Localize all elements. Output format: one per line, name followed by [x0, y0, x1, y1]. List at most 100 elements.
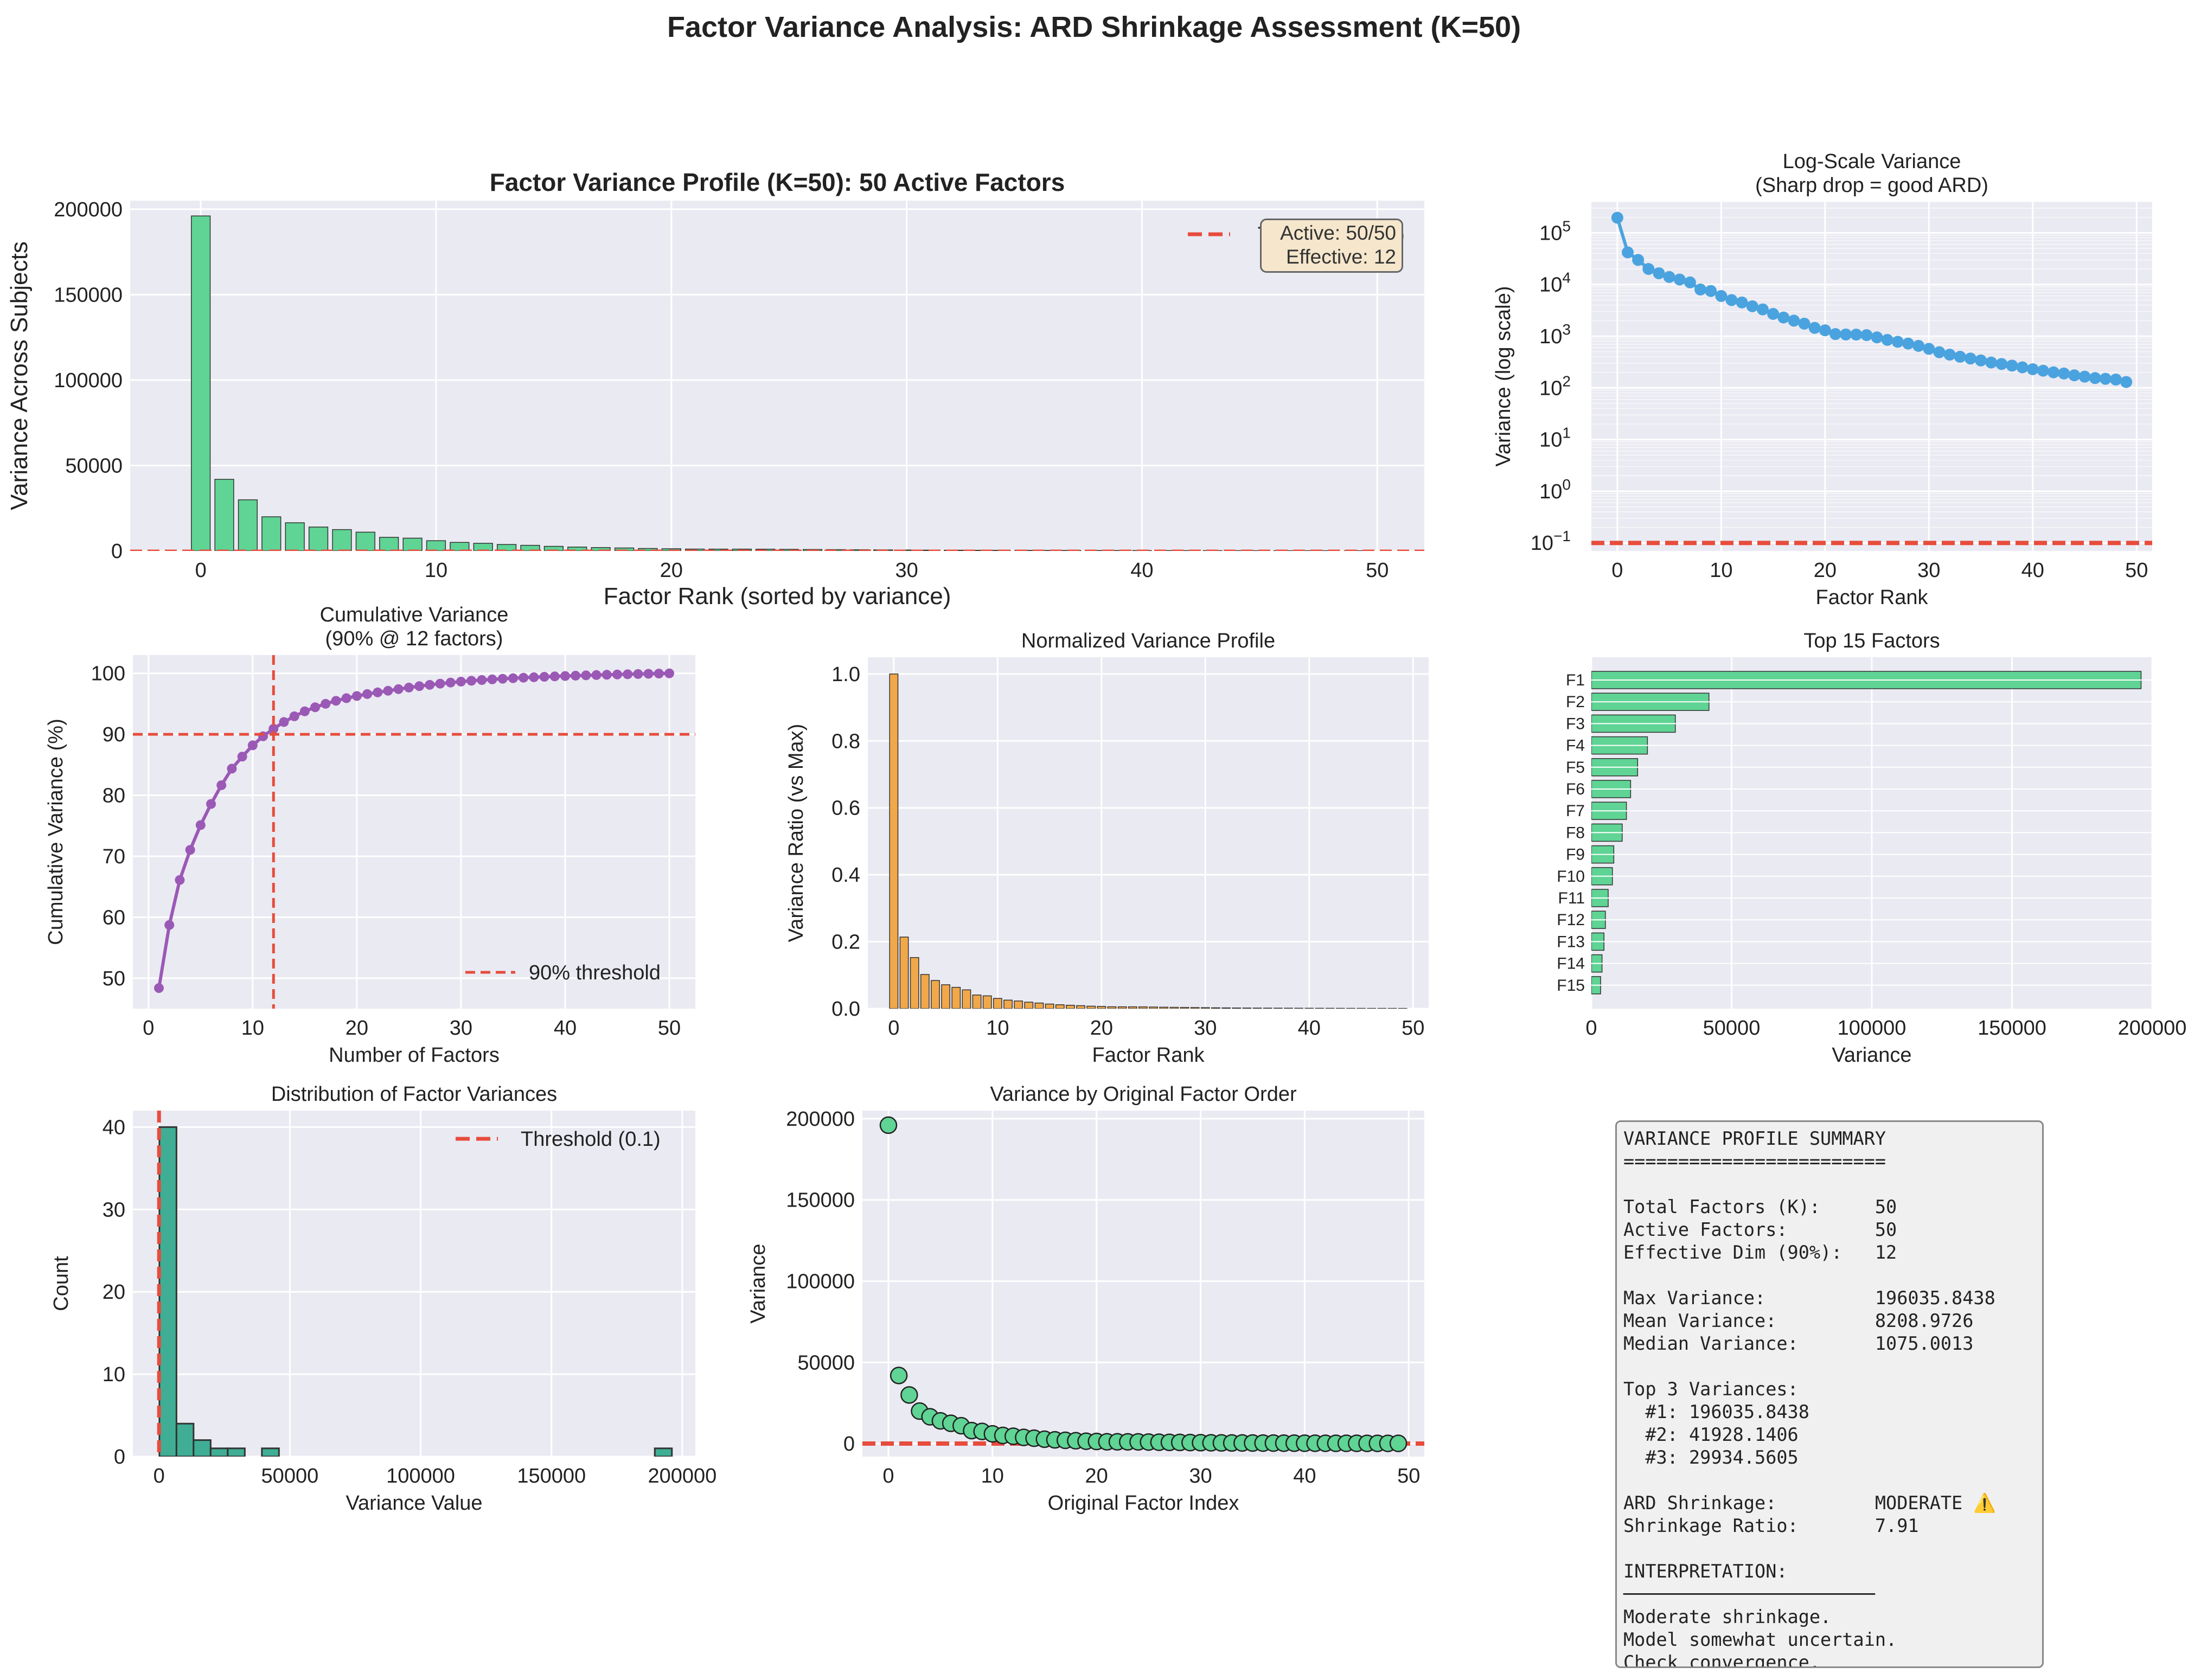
normalized-bar [1065, 1004, 1075, 1009]
cumulative-point [154, 983, 164, 993]
log-variance-point [1653, 267, 1665, 279]
cumulative-point [321, 698, 331, 709]
x-axis-label: Variance Value [346, 1492, 482, 1515]
normalized-bar [1149, 1006, 1158, 1009]
log-variance-point [1725, 294, 1738, 306]
normalized-bar [982, 995, 992, 1009]
cumulative-point [508, 673, 518, 683]
x-tick-label: 20 [1090, 1017, 1113, 1040]
log-variance-point [2006, 360, 2018, 372]
y-tick-label: 150000 [54, 284, 123, 306]
normalized-bar [1128, 1006, 1137, 1009]
cumulative-point [435, 678, 445, 689]
log-variance-point [1943, 348, 1956, 361]
normalized-bar [1169, 1006, 1179, 1009]
x-tick-label: 30 [1189, 1465, 1212, 1487]
variance-profile-chart-plot-area [130, 215, 1424, 551]
factor-label: F13 [1557, 933, 1585, 951]
x-tick-label: 50 [1402, 1017, 1424, 1040]
normalized-bar [1107, 1006, 1117, 1009]
cumulative-point [519, 672, 529, 683]
cumulative-point [539, 672, 549, 682]
log-variance-point [1840, 328, 1852, 341]
cumulative-point [341, 693, 351, 703]
log-variance-point [1611, 211, 1623, 224]
histogram-bar [227, 1447, 246, 1457]
panel-title: (Sharp drop = good ARD) [1755, 174, 1988, 197]
y-tick-label: 200000 [54, 198, 123, 221]
y-tick-label: 50000 [797, 1351, 855, 1374]
variance-bar [379, 537, 399, 551]
normalized-bar [1252, 1008, 1262, 1009]
factor-label: F10 [1557, 868, 1585, 886]
y-tick-label: 150000 [786, 1189, 855, 1212]
x-tick-label: 200000 [648, 1465, 716, 1487]
log-variance-point [1642, 263, 1655, 275]
histogram-bar [209, 1447, 229, 1457]
normalized-bar [889, 674, 899, 1009]
cumulative-point [456, 676, 466, 687]
panel-title: Log-Scale Variance [1783, 150, 1961, 173]
x-tick-label: 20 [660, 559, 683, 582]
x-tick-label: 10 [241, 1017, 264, 1040]
normalized-bar [1180, 1006, 1189, 1009]
cumulative-point [247, 740, 258, 751]
log-variance-point [1819, 324, 1831, 337]
histogram-bar [175, 1422, 195, 1457]
log-variance-point [1881, 334, 1893, 346]
normalized-bar [910, 957, 919, 1009]
variance-histogram-chart: 0 50000 100000 150000 200000 0 10 20 30 40 Distrib… [50, 1083, 716, 1515]
cumulative-point [279, 717, 289, 727]
normalized-bar [1294, 1008, 1304, 1009]
panel-title: Variance by Original Factor Order [990, 1083, 1297, 1106]
log-variance-point [1622, 246, 1634, 259]
cumulative-point [331, 696, 341, 706]
cumulative-point [373, 687, 383, 697]
y-tick-label: 100000 [786, 1271, 855, 1293]
log-variance-point [1985, 356, 1998, 369]
x-tick-label: 20 [1085, 1465, 1108, 1487]
y-axis-label: Variance Across Subjects [6, 241, 33, 510]
cumulative-point [206, 799, 216, 809]
variance-bar [191, 215, 211, 551]
x-axis-label: Number of Factors [329, 1044, 500, 1067]
cumulative-point [237, 752, 247, 762]
log-variance-point [2089, 372, 2101, 384]
normalized-bar [1273, 1008, 1283, 1009]
log-variance-point [1933, 346, 1946, 358]
y-axis-label: Count [50, 1256, 73, 1311]
x-tick-label: 0 [882, 1465, 894, 1487]
factor-label: F4 [1566, 737, 1585, 755]
variance-profile-chart-background [130, 201, 1424, 551]
x-tick-label: 40 [1130, 559, 1153, 582]
cumulative-point [195, 820, 206, 830]
log-variance-point [1923, 343, 1935, 355]
variance-bar [238, 499, 258, 551]
cumulative-point [633, 669, 643, 679]
log-variance-point [2099, 373, 2112, 385]
original-order-chart-background [862, 1111, 1424, 1457]
normalized-bar [1014, 1001, 1023, 1009]
normalized-variance-chart-background [868, 657, 1429, 1009]
x-tick-label: 40 [1298, 1017, 1321, 1040]
log-variance-point [1684, 276, 1696, 288]
y-tick-label: 40 [103, 1116, 125, 1139]
log-variance-point [1788, 315, 1800, 327]
normalized-bar [920, 974, 930, 1009]
y-tick-label: 0 [114, 1446, 125, 1469]
x-tick-label: 0 [1611, 559, 1623, 582]
factor-label: F12 [1557, 911, 1585, 929]
log-variance-point [2048, 366, 2060, 379]
normalized-bar [951, 986, 961, 1009]
cumulative-variance-chart-background [133, 655, 695, 1009]
variance-bar [332, 529, 352, 551]
y-tick-label: 0 [111, 540, 123, 563]
y-tick-label: 0.0 [831, 998, 860, 1021]
log-variance-point [1860, 329, 1873, 341]
cumulative-point [612, 669, 622, 679]
log-variance-point [1746, 300, 1758, 312]
x-axis-label: Factor Rank [1816, 586, 1929, 609]
factor-label: F1 [1566, 671, 1585, 689]
log-variance-point [2109, 373, 2122, 386]
variance-bar [402, 537, 423, 551]
